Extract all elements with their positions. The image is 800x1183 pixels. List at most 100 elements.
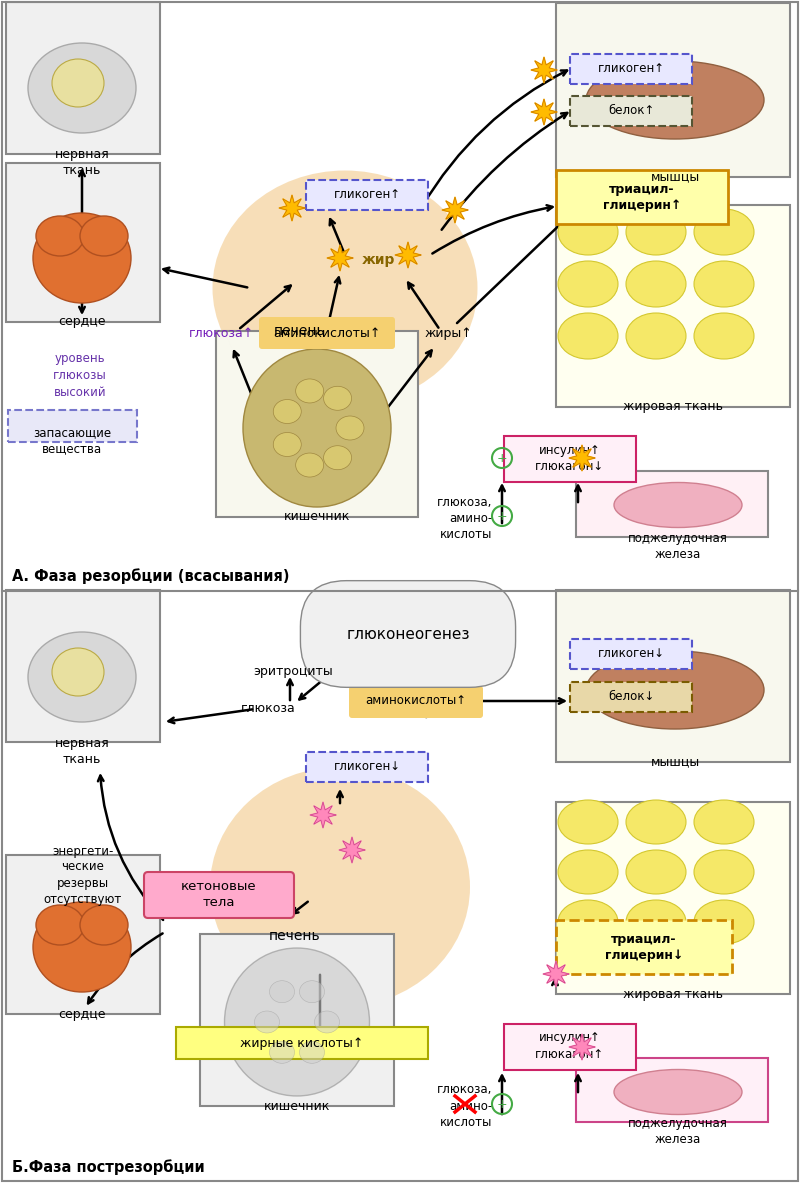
Text: кетоновые
тела: кетоновые тела (181, 880, 257, 910)
Ellipse shape (33, 213, 131, 303)
FancyBboxPatch shape (556, 802, 790, 994)
Ellipse shape (626, 800, 686, 843)
Ellipse shape (36, 216, 84, 256)
Text: гликоген↓: гликоген↓ (598, 646, 665, 659)
FancyBboxPatch shape (570, 96, 692, 127)
Text: жирные кислоты↑: жирные кислоты↑ (240, 1036, 364, 1049)
Ellipse shape (33, 901, 131, 993)
Ellipse shape (694, 851, 754, 894)
FancyBboxPatch shape (200, 935, 394, 1106)
Ellipse shape (296, 453, 324, 477)
Ellipse shape (694, 313, 754, 358)
Ellipse shape (299, 1041, 325, 1064)
Ellipse shape (694, 900, 754, 944)
Text: глюкоза,
амино-
кислоты: глюкоза, амино- кислоты (437, 1084, 492, 1129)
Text: запасающие
вещества: запасающие вещества (33, 426, 111, 455)
Ellipse shape (586, 651, 764, 729)
Text: печень: печень (269, 929, 321, 943)
Text: гликоген↓: гликоген↓ (334, 759, 401, 772)
Text: глюкоза↑: глюкоза↑ (190, 327, 254, 340)
Ellipse shape (694, 209, 754, 256)
Ellipse shape (270, 981, 294, 1003)
Text: +: + (497, 1098, 507, 1111)
FancyBboxPatch shape (306, 180, 428, 211)
Polygon shape (310, 802, 336, 828)
Text: нервная
ткань: нервная ткань (54, 148, 110, 177)
Ellipse shape (558, 313, 618, 358)
FancyBboxPatch shape (576, 471, 768, 537)
Ellipse shape (323, 446, 351, 470)
Text: печень: печень (274, 324, 326, 338)
Ellipse shape (270, 1041, 294, 1064)
FancyBboxPatch shape (259, 317, 395, 349)
Ellipse shape (626, 261, 686, 308)
Text: жир: жир (362, 253, 394, 267)
Ellipse shape (614, 483, 742, 528)
FancyBboxPatch shape (6, 163, 160, 322)
Text: глюкоза,
амино-
кислоты: глюкоза, амино- кислоты (437, 496, 492, 541)
Text: инсулин↑
глюкагон↓: инсулин↑ глюкагон↓ (535, 444, 605, 472)
Ellipse shape (558, 261, 618, 308)
Ellipse shape (28, 632, 136, 722)
FancyBboxPatch shape (144, 872, 294, 918)
Text: поджелудочная
железа: поджелудочная железа (628, 1117, 728, 1146)
Text: сердце: сердце (58, 315, 106, 328)
Text: жиры↑: жиры↑ (424, 327, 472, 340)
FancyBboxPatch shape (556, 170, 728, 224)
Ellipse shape (243, 349, 391, 508)
Polygon shape (569, 445, 595, 471)
Ellipse shape (36, 905, 84, 945)
Ellipse shape (80, 905, 128, 945)
Text: мышцы: мышцы (650, 755, 700, 768)
Ellipse shape (28, 43, 136, 132)
FancyBboxPatch shape (556, 205, 790, 407)
Polygon shape (327, 245, 353, 271)
Ellipse shape (296, 379, 324, 403)
FancyBboxPatch shape (6, 2, 160, 154)
Text: гликоген↑: гликоген↑ (334, 187, 401, 200)
Text: белок↑: белок↑ (608, 103, 654, 116)
FancyBboxPatch shape (570, 639, 692, 670)
Ellipse shape (225, 948, 370, 1095)
Ellipse shape (52, 59, 104, 106)
Ellipse shape (626, 313, 686, 358)
Text: уровень
глюкозы
высокий: уровень глюкозы высокий (53, 351, 107, 399)
Text: аминокислоты↑: аминокислоты↑ (274, 327, 381, 340)
Ellipse shape (80, 216, 128, 256)
Ellipse shape (254, 1011, 279, 1033)
Ellipse shape (299, 981, 325, 1003)
Polygon shape (543, 961, 569, 987)
FancyBboxPatch shape (570, 683, 692, 712)
Text: поджелудочная
железа: поджелудочная железа (628, 532, 728, 561)
Ellipse shape (626, 900, 686, 944)
Text: Б.Фаза пострезорбции: Б.Фаза пострезорбции (12, 1159, 205, 1175)
Text: инсулин↑
глюкагон↑: инсулин↑ глюкагон↑ (535, 1032, 605, 1060)
FancyBboxPatch shape (504, 437, 636, 481)
Text: глюконеогенез: глюконеогенез (346, 627, 470, 641)
Polygon shape (339, 838, 365, 864)
Ellipse shape (274, 400, 302, 424)
FancyBboxPatch shape (556, 920, 732, 974)
Ellipse shape (52, 648, 104, 696)
FancyBboxPatch shape (556, 590, 790, 762)
Ellipse shape (558, 800, 618, 843)
Ellipse shape (210, 767, 470, 1007)
Text: кишечник: кишечник (264, 1100, 330, 1113)
Ellipse shape (626, 209, 686, 256)
Text: жировая ткань: жировая ткань (623, 988, 723, 1001)
Text: кишечник: кишечник (284, 510, 350, 523)
FancyBboxPatch shape (6, 590, 160, 742)
FancyBboxPatch shape (349, 686, 483, 718)
Ellipse shape (586, 62, 764, 138)
Text: +: + (497, 452, 507, 465)
Ellipse shape (213, 170, 478, 406)
Ellipse shape (274, 433, 302, 457)
FancyBboxPatch shape (216, 331, 418, 517)
Ellipse shape (558, 209, 618, 256)
FancyBboxPatch shape (306, 752, 428, 782)
Text: энергети-
ческие
резервы
отсутствуют: энергети- ческие резервы отсутствуют (44, 845, 122, 905)
Ellipse shape (614, 1069, 742, 1114)
Ellipse shape (558, 900, 618, 944)
FancyBboxPatch shape (504, 1024, 636, 1069)
Text: мышцы: мышцы (650, 170, 700, 183)
